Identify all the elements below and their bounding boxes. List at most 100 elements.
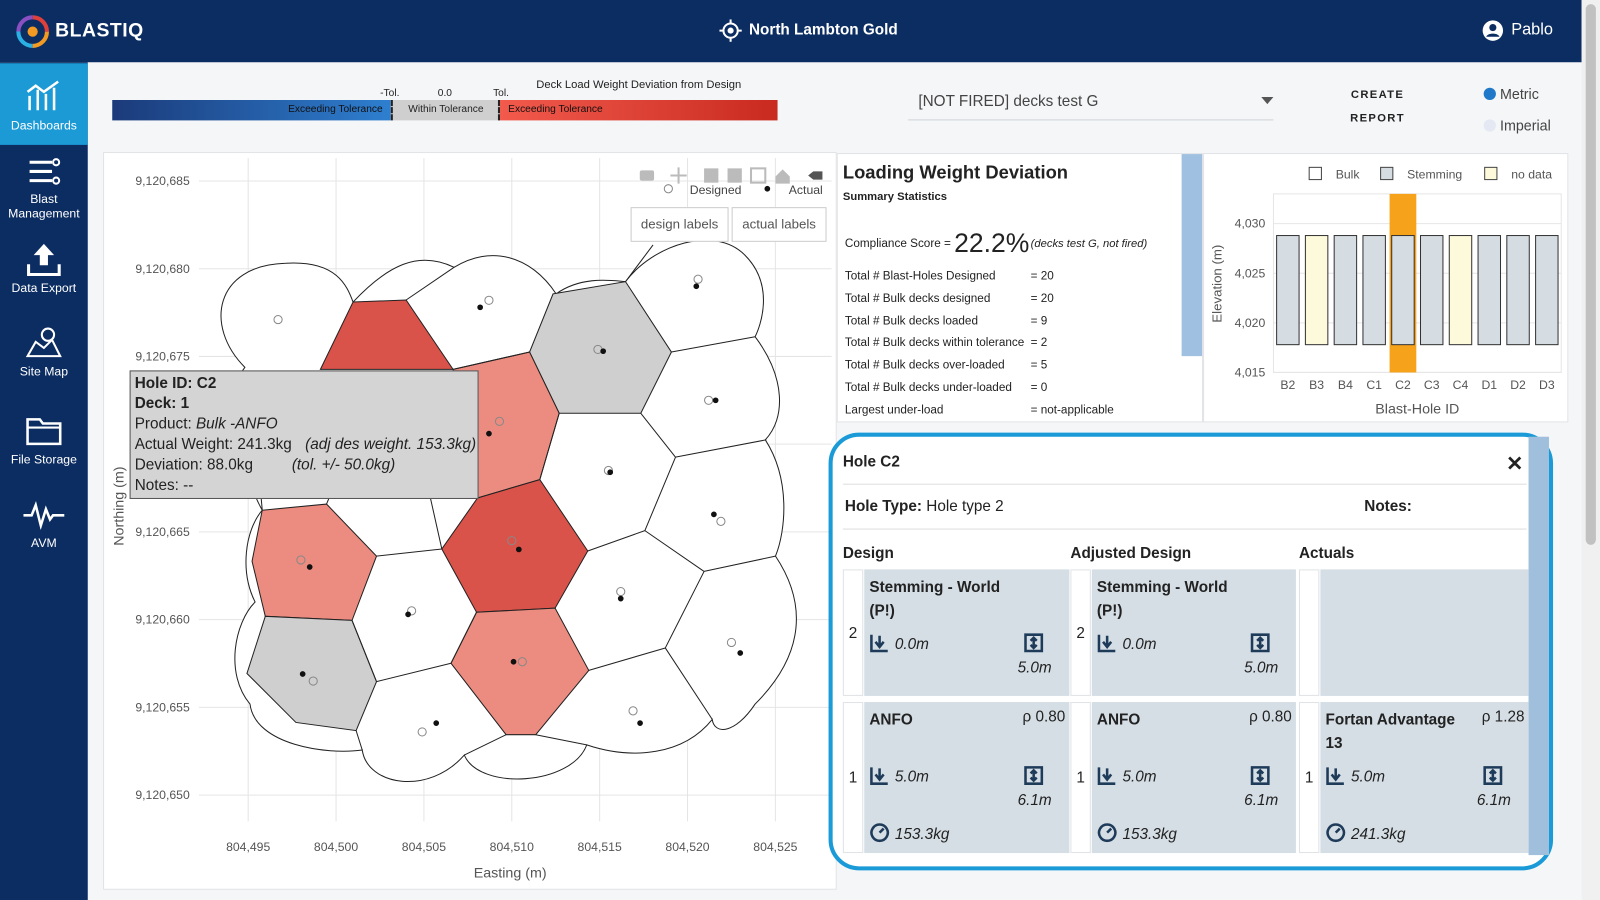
tool-autoscale[interactable] <box>749 167 767 184</box>
designed-point[interactable] <box>273 314 283 325</box>
bar[interactable] <box>1535 235 1559 346</box>
bar[interactable] <box>1477 235 1502 346</box>
bar[interactable] <box>1333 235 1358 346</box>
designed-point[interactable] <box>308 676 318 686</box>
deck-card[interactable]: Fortan Advantage 13 ρ 1.28 5.0m 6.1m 241.3kg <box>1320 702 1529 854</box>
blast-selector[interactable]: [NOT FIRED] decks test G <box>908 82 1274 121</box>
deck-number: 2 <box>842 569 864 696</box>
y-tick-label: 9,120,680 <box>135 262 190 276</box>
actual-point[interactable] <box>712 397 719 404</box>
actual-point[interactable] <box>477 304 484 311</box>
actual-point[interactable] <box>486 430 492 437</box>
deck-card[interactable]: ANFO ρ 0.80 5.0m 6.1m 153.3kg <box>1091 702 1296 854</box>
unit-label[interactable]: Imperial <box>1499 117 1551 134</box>
tool-hover[interactable] <box>808 171 823 180</box>
legend-label[interactable]: Designed <box>690 183 742 197</box>
designed-point[interactable] <box>494 416 505 426</box>
designed-point[interactable] <box>693 274 703 284</box>
y-tick-label: 9,120,660 <box>135 613 190 627</box>
y-tick-label: 4,025 <box>1235 266 1266 280</box>
create-report-button[interactable]: CREATE REPORT <box>1350 88 1405 125</box>
actual-point[interactable] <box>433 720 440 727</box>
depth-value: 5.0m <box>894 767 929 786</box>
site-name[interactable]: North Lambton Gold <box>748 21 898 39</box>
weight-icon <box>1097 823 1117 843</box>
tool-zoom-in[interactable] <box>704 168 719 183</box>
legend-label[interactable]: Bulk <box>1336 168 1361 182</box>
label-button[interactable]: design labels <box>630 207 729 242</box>
tool-home[interactable] <box>775 169 790 184</box>
user-name[interactable]: Pablo <box>1511 21 1553 39</box>
nav-item[interactable]: Site Map <box>0 326 88 387</box>
tool-pan[interactable] <box>670 167 687 184</box>
unit-label[interactable]: Metric <box>1499 85 1539 103</box>
actual-point[interactable] <box>600 348 607 355</box>
nav-item[interactable]: Blast Management <box>0 150 88 226</box>
actual-point[interactable] <box>737 650 744 656</box>
actual-point[interactable] <box>299 671 306 677</box>
bar[interactable] <box>1419 235 1444 346</box>
actual-point[interactable] <box>637 720 643 727</box>
deck-card[interactable] <box>1320 569 1529 696</box>
bar[interactable] <box>1304 235 1329 346</box>
designed-point[interactable] <box>716 516 726 526</box>
depth: 5.0m <box>1097 765 1156 787</box>
nav-item[interactable]: AVM <box>0 499 88 560</box>
x-tick-label: 804,495 <box>226 840 270 854</box>
unit-radio[interactable] <box>1483 87 1496 100</box>
actual-point[interactable] <box>306 564 313 570</box>
nav-item[interactable]: Data Export <box>0 242 88 303</box>
label-button[interactable]: actual labels <box>731 207 827 242</box>
actual-point[interactable] <box>405 611 411 618</box>
x-tick-label: 804,500 <box>314 840 358 854</box>
actual-point[interactable] <box>510 658 517 665</box>
deck-number: 1 <box>1298 702 1320 854</box>
deck-card[interactable]: Stemming - World (P!) 0.0m 5.0m <box>1091 569 1296 696</box>
designed-point[interactable] <box>507 536 517 546</box>
nav-item[interactable]: File Storage <box>0 413 88 474</box>
legend-label[interactable]: Stemming <box>1407 168 1462 182</box>
logo-icon <box>16 15 49 48</box>
scroll-thumb[interactable] <box>1585 4 1596 545</box>
legend-label[interactable]: Actual <box>789 183 823 197</box>
unit-radio[interactable] <box>1483 119 1496 132</box>
tool-camera[interactable] <box>639 170 655 181</box>
actual-point[interactable] <box>617 595 624 602</box>
bar[interactable] <box>1506 235 1530 346</box>
designed-point[interactable] <box>484 295 494 305</box>
actual-point[interactable] <box>607 469 614 476</box>
deck-card[interactable]: ANFO ρ 0.80 5.0m 6.1m 153.3kg <box>864 702 1070 854</box>
nav-item[interactable]: Dashboards <box>0 63 88 145</box>
icon-shape <box>870 634 888 653</box>
bar[interactable] <box>1276 235 1300 346</box>
user-icon <box>1482 20 1504 41</box>
deck-card[interactable]: Stemming - World (P!) 0.0m 5.0m <box>864 569 1070 696</box>
bar[interactable] <box>1362 235 1386 346</box>
designed-point[interactable] <box>628 706 638 716</box>
designed-point[interactable] <box>726 637 737 648</box>
product-name: Stemming - World (P!) <box>1096 578 1228 620</box>
designed-point[interactable] <box>296 555 306 565</box>
bar[interactable] <box>1391 235 1415 346</box>
designed-point[interactable] <box>603 465 614 476</box>
designed-point[interactable] <box>704 395 714 405</box>
actual-point[interactable] <box>515 546 522 553</box>
legend-label[interactable]: no data <box>1511 168 1552 182</box>
actual-point[interactable] <box>693 283 700 290</box>
actual-point[interactable] <box>711 511 717 518</box>
designed-point[interactable] <box>517 657 527 667</box>
hole-title: Hole C2 <box>842 453 900 471</box>
close-button[interactable]: ✕ <box>1506 453 1524 476</box>
designed-point[interactable] <box>407 606 417 616</box>
designed-point[interactable] <box>616 586 626 597</box>
designed-point[interactable] <box>417 727 427 737</box>
bar[interactable] <box>1448 235 1473 346</box>
y-tick-label: 9,120,665 <box>135 525 190 539</box>
depth: 5.0m <box>1325 765 1385 787</box>
legend-swatch <box>1308 166 1322 181</box>
tool-zoom-out[interactable] <box>727 168 742 183</box>
icon-shape <box>25 338 62 358</box>
logo-arc <box>16 15 49 48</box>
icon-shape <box>1326 823 1346 843</box>
tooltip-tolerance: (tol. +/- 50.0kg) <box>291 456 396 474</box>
